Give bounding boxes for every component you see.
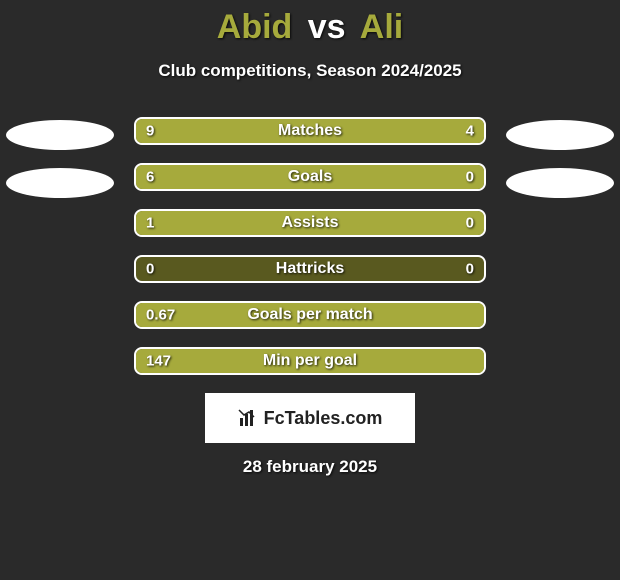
stat-value-right: 0 (466, 169, 474, 186)
date-text: 28 february 2025 (0, 457, 620, 477)
stat-value-left: 0 (146, 261, 154, 278)
stat-row: 147 Min per goal (0, 347, 620, 375)
stat-value-right: 4 (466, 123, 474, 140)
stat-label: Hattricks (276, 260, 344, 278)
stat-bar: 147 Min per goal (134, 347, 486, 375)
stat-value-left: 147 (146, 353, 171, 370)
stat-row: 1 0 Assists (0, 209, 620, 237)
stat-value-right: 0 (466, 215, 474, 232)
stat-label: Min per goal (263, 352, 357, 370)
stat-bar: 0.67 Goals per match (134, 301, 486, 329)
player2-avatar-placeholder (506, 120, 614, 154)
stat-label: Assists (282, 214, 339, 232)
stat-fill-left (136, 211, 407, 235)
player2-name: Ali (360, 8, 403, 46)
player2-avatar-shadow (506, 168, 614, 202)
stat-value-right: 0 (466, 261, 474, 278)
stat-row: 0 0 Hattricks (0, 255, 620, 283)
stat-bar: 1 0 Assists (134, 209, 486, 237)
stat-fill-left (136, 165, 397, 189)
stat-bar: 6 0 Goals (134, 163, 486, 191)
stat-label: Matches (278, 122, 342, 140)
stats-rows: 9 4 Matches 6 0 Goals 1 0 Assists 0 0 Hattricks 0.67… (0, 117, 620, 375)
stat-bar: 9 4 Matches (134, 117, 486, 145)
subtitle: Club competitions, Season 2024/2025 (0, 61, 620, 81)
stat-value-left: 1 (146, 215, 154, 232)
vs-text: vs (308, 8, 346, 46)
stat-label: Goals per match (247, 306, 372, 324)
stat-bar: 0 0 Hattricks (134, 255, 486, 283)
bar-chart-icon (238, 408, 258, 428)
stat-row: 0.67 Goals per match (0, 301, 620, 329)
logo-text: FcTables.com (264, 408, 383, 429)
comparison-title: Abid vs Ali (0, 0, 620, 47)
stat-value-left: 9 (146, 123, 154, 140)
stat-value-left: 0.67 (146, 307, 175, 324)
stat-value-left: 6 (146, 169, 154, 186)
player1-avatar-placeholder (6, 120, 114, 154)
stat-label: Goals (288, 168, 332, 186)
player1-name: Abid (217, 8, 293, 46)
logo-box[interactable]: FcTables.com (205, 393, 415, 443)
player1-avatar-shadow (6, 168, 114, 202)
